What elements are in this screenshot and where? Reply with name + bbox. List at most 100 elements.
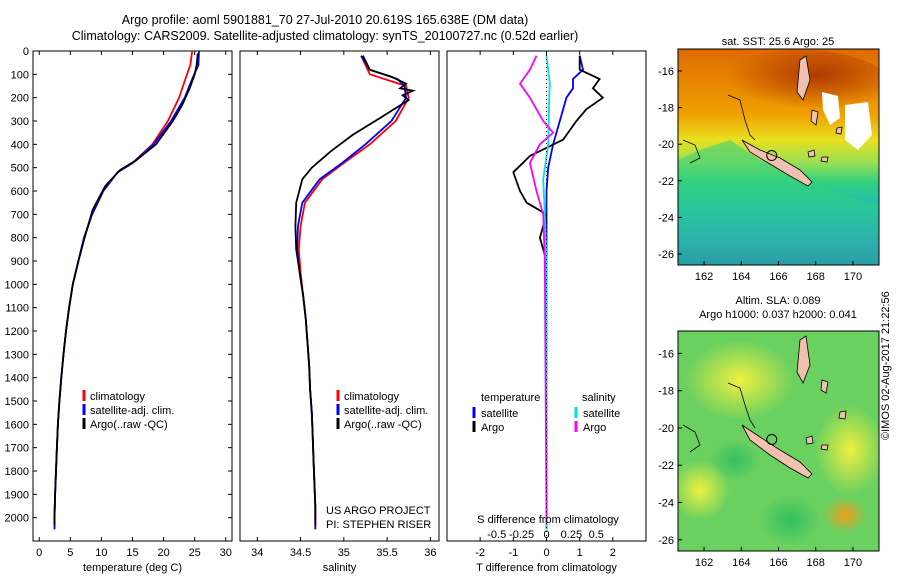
sst-argo-position-marker xyxy=(766,150,778,162)
sla-map-title: Altim. SLA: 0.089 xyxy=(736,295,821,307)
salinity-legend-label: Argo(..raw -QC) xyxy=(344,419,422,431)
sla-map-y-tick-label: -26 xyxy=(658,535,674,547)
difference-legend-label: satellite xyxy=(583,408,620,420)
sla-map-y-tick-label: -20 xyxy=(658,423,674,435)
temperature-y-tick-label: 1800 xyxy=(5,466,29,478)
difference-legend-heading: temperature xyxy=(481,392,540,404)
sst-map-axes: 162 164 166 168 170 -16 -18 -20 -22 -24 -26 xyxy=(658,66,862,283)
temperature-y-tick-label: 1600 xyxy=(5,419,29,431)
sla-map-subtitle: Argo h1000: 0.037 h2000: 0.041 xyxy=(699,309,857,321)
temperature-x-tick-label: 30 xyxy=(220,547,232,559)
temperature-y-tick-label: 100 xyxy=(11,69,29,81)
sla-reef-west xyxy=(682,424,701,453)
sst-map-y-tick-label: -24 xyxy=(658,212,674,224)
temperature-legend-label: satellite-adj. clim. xyxy=(90,405,174,417)
figure-title-line2: Climatology: CARS2009. Satellite-adjuste… xyxy=(71,29,579,43)
temperature-x-tick-label: 15 xyxy=(126,547,138,559)
sla-low-patch xyxy=(710,440,760,480)
salinity-series-line xyxy=(297,55,410,530)
sst-reef-west xyxy=(682,139,701,164)
temperature-series-line xyxy=(53,50,200,530)
temperature-y-tick-label: 200 xyxy=(11,93,29,105)
sla-map-x-tick-label: 170 xyxy=(844,557,862,569)
difference-series-line xyxy=(545,55,584,530)
sst-map-x-tick-label: 164 xyxy=(732,271,750,283)
temperature-legend-label: Argo(..raw -QC) xyxy=(90,419,168,431)
sla-reef-line xyxy=(727,382,756,429)
figure-title-line1: Argo profile: aoml 5901881_70 27-Jul-201… xyxy=(121,13,529,27)
sst-map-x-tick-label: 166 xyxy=(769,271,787,283)
sla-map-y-tick-label: -16 xyxy=(658,348,674,360)
sst-map: sat. SST: 25.6 Argo: 25 162 164 166 168 170 -… xyxy=(658,36,880,283)
sst-map-x-tick-label: 168 xyxy=(807,271,825,283)
sla-map-x-tick-label: 164 xyxy=(732,557,750,569)
salinity-legend-label: satellite-adj. clim. xyxy=(344,405,428,417)
sla-high-patch xyxy=(685,340,795,420)
sst-map-x-tick-label: 162 xyxy=(695,271,713,283)
salinity-x-tick-label: 34.5 xyxy=(290,547,311,559)
difference-x-tick-label: 1 xyxy=(577,547,583,559)
temperature-y-tick-label: 2000 xyxy=(5,513,29,525)
difference-x-tick-label: 0 xyxy=(543,547,549,559)
sla-map: Altim. SLA: 0.089 Argo h1000: 0.037 h200… xyxy=(658,295,880,569)
difference-s-tick-label: 0 xyxy=(543,529,549,541)
temperature-y-tick-label: 1500 xyxy=(5,396,29,408)
sst-coastlines xyxy=(741,55,843,187)
temperature-y-tick-label: 800 xyxy=(11,233,29,245)
temperature-y-tick-label: 1900 xyxy=(5,489,29,501)
salinity-x-tick-label: 34 xyxy=(251,547,263,559)
sla-map-y-tick-label: -22 xyxy=(658,460,674,472)
temperature-y-tick-label: 900 xyxy=(11,256,29,268)
salinity-panel: 34 34.5 35 35.5 36 salinity climatology satelli… xyxy=(239,50,440,574)
temperature-y-tick-label: 0 xyxy=(23,46,29,58)
temperature-y-tick-label: 300 xyxy=(11,116,29,128)
sla-coastlines xyxy=(741,335,847,479)
sla-map-y-tick-label: -18 xyxy=(658,386,674,398)
difference-s-tick-label: 0.5 xyxy=(589,529,604,541)
difference-x-axis-label: T difference from climatology xyxy=(476,562,617,574)
difference-s-tick-label: -0.25 xyxy=(509,529,534,541)
sst-map-title: sat. SST: 25.6 Argo: 25 xyxy=(722,36,835,48)
difference-s-axis-label: S difference from climatology xyxy=(477,514,619,526)
difference-legend-label: satellite xyxy=(481,408,518,420)
sst-map-y-tick-label: -16 xyxy=(658,66,674,78)
sla-map-y-tick-label: -24 xyxy=(658,498,674,510)
sla-map-x-tick-label: 162 xyxy=(695,557,713,569)
sst-map-x-tick-label: 170 xyxy=(844,271,862,283)
temperature-y-tick-label: 1100 xyxy=(5,303,29,315)
sla-high-patch xyxy=(678,460,730,520)
sst-missing-data xyxy=(822,92,872,150)
sla-argo-position-marker xyxy=(766,433,778,445)
difference-s-tick-label: 0.25 xyxy=(561,529,582,541)
temperature-y-tick-label: 1200 xyxy=(5,326,29,338)
salinity-x-tick-label: 36 xyxy=(424,547,436,559)
salinity-x-tick-label: 35 xyxy=(338,547,350,559)
temperature-x-tick-label: 10 xyxy=(95,547,107,559)
difference-series-line xyxy=(542,55,551,530)
imos-timestamp: ©IMOS 02-Aug-2017 21:22:56 xyxy=(880,291,892,440)
sst-map-y-tick-label: -26 xyxy=(658,249,674,261)
difference-legend-heading: salinity xyxy=(582,392,616,404)
temperature-plot-frame xyxy=(32,50,233,542)
difference-legend-label: Argo xyxy=(583,422,606,434)
temperature-legend-label: climatology xyxy=(90,391,146,403)
difference-legend-label: Argo xyxy=(481,422,504,434)
temperature-x-tick-label: 25 xyxy=(189,547,201,559)
temperature-y-tick-label: 600 xyxy=(11,186,29,198)
sla-peak-patch xyxy=(823,497,867,533)
salinity-plot-frame xyxy=(239,50,440,542)
temperature-y-tick-label: 1700 xyxy=(5,443,29,455)
salinity-x-axis-label: salinity xyxy=(323,562,357,574)
temperature-y-tick-label: 700 xyxy=(11,209,29,221)
sst-map-y-tick-label: -22 xyxy=(658,176,674,188)
sla-high-patch xyxy=(815,405,879,495)
difference-x-tick-label: -1 xyxy=(508,547,518,559)
difference-panel: -2 -1 0 1 2 T difference from climatology -0.5… xyxy=(446,50,647,574)
sla-map-x-tick-label: 168 xyxy=(807,557,825,569)
difference-x-tick-label: 2 xyxy=(610,547,616,559)
temperature-series-line xyxy=(53,53,199,525)
sla-map-x-tick-label: 166 xyxy=(769,557,787,569)
difference-series-line xyxy=(518,55,555,525)
sla-low-patch xyxy=(760,495,820,545)
